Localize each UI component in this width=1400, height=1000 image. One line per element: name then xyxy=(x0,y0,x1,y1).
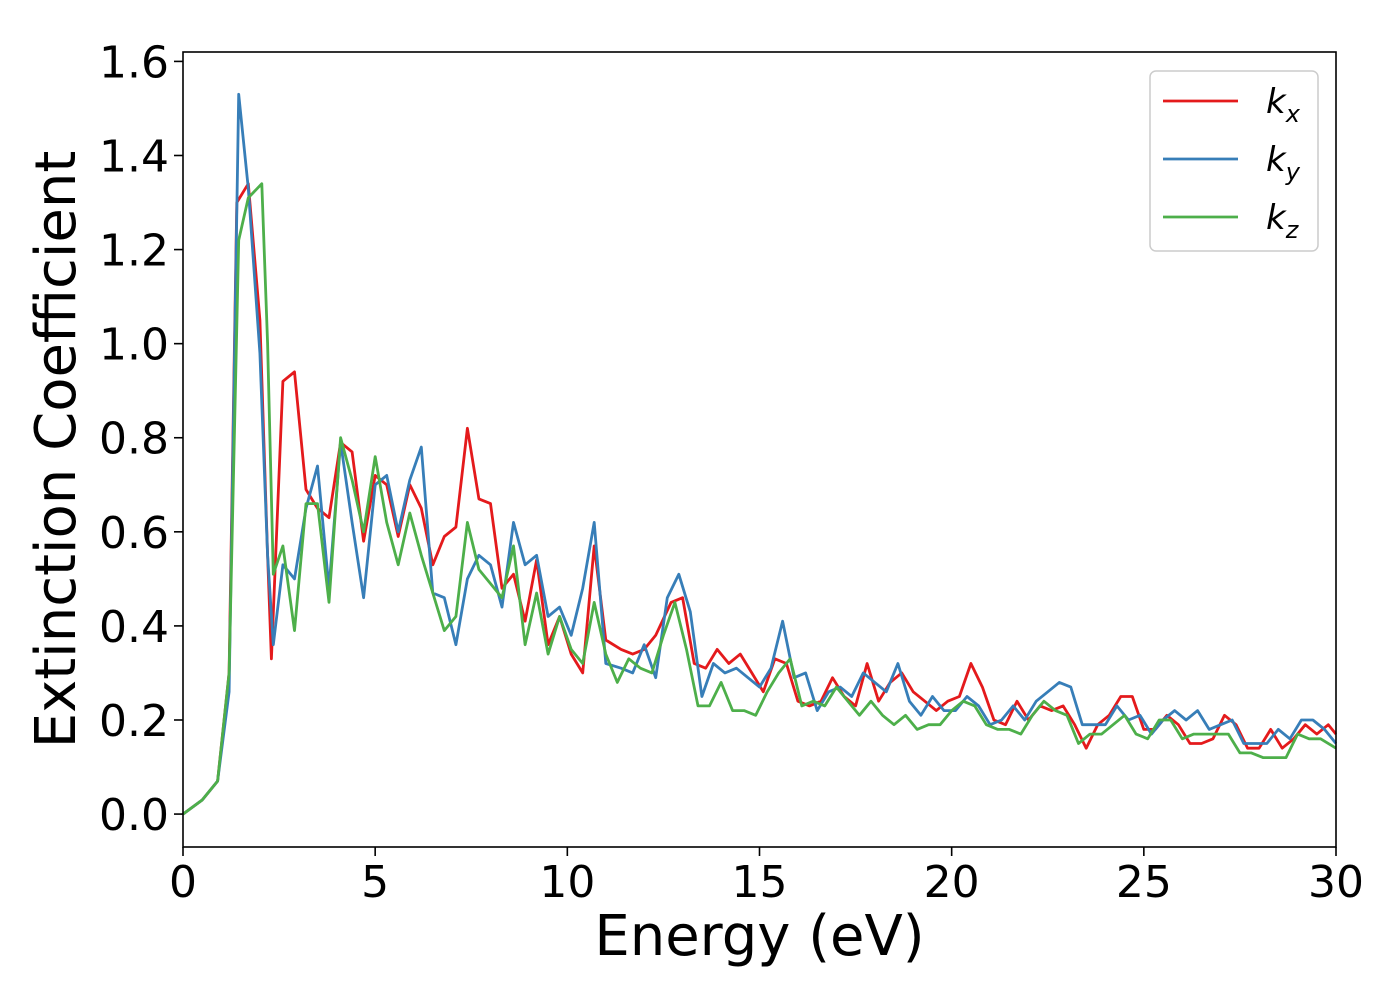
y-tick-label: 1.2 xyxy=(99,226,169,277)
y-tick-label: 0.0 xyxy=(99,790,169,841)
series-line-kz xyxy=(182,182,1337,816)
y-axis-label: Extinction Coefficient xyxy=(24,151,89,749)
y-tick-label: 1.6 xyxy=(99,37,169,88)
legend-label-kx: kx xyxy=(1266,82,1301,128)
series-layer xyxy=(182,92,1338,816)
x-axis: 0 5 10 15 20 25 30 xyxy=(169,847,1364,908)
x-tick-label: 30 xyxy=(1308,857,1364,908)
y-tick-label: 0.6 xyxy=(99,508,169,559)
y-tick-label: 0.2 xyxy=(99,696,169,747)
x-tick-label: 10 xyxy=(539,857,595,908)
x-tick-label: 5 xyxy=(361,857,389,908)
y-tick-label: 0.8 xyxy=(99,414,169,465)
x-tick-label: 0 xyxy=(169,857,197,908)
y-tick-label: 0.4 xyxy=(99,602,169,653)
x-axis-label: Energy (eV) xyxy=(594,904,924,969)
x-tick-label: 20 xyxy=(924,857,980,908)
x-tick-label: 25 xyxy=(1116,857,1172,908)
series-line-ky xyxy=(182,92,1338,816)
y-tick-label: 1.4 xyxy=(99,131,169,182)
y-axis: 0.0 0.2 0.4 0.6 0.8 1.0 1.2 1.4 1.6 xyxy=(99,37,183,841)
y-tick-label: 1.0 xyxy=(99,320,169,371)
legend-box xyxy=(1149,70,1319,252)
x-tick-label: 15 xyxy=(732,857,788,908)
